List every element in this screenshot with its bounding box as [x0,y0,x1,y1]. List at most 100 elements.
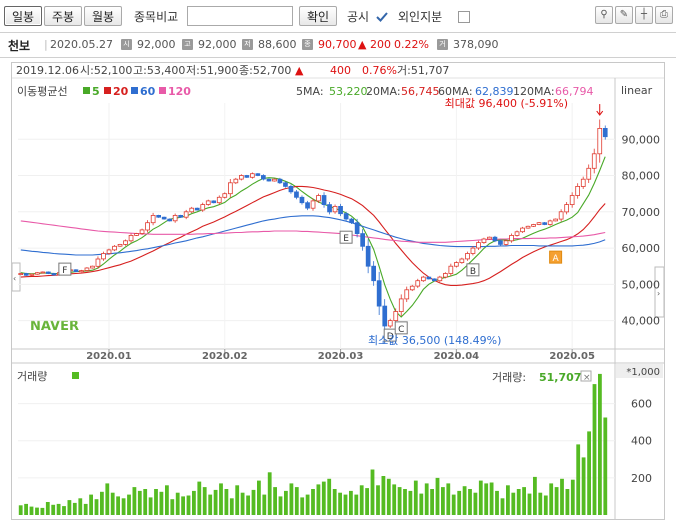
volume-bar [40,507,45,515]
candle [205,200,211,205]
candle [73,269,79,273]
volume-bar [100,491,104,515]
y-tick-label: 90,000 [622,133,661,146]
event-marker[interactable] [58,262,72,276]
volume-bar [257,480,261,515]
volume-bar [386,478,391,515]
confirm-button[interactable]: 확인 [299,6,337,26]
volume-bar [127,494,131,515]
x-tick-label: 2020.05 [549,351,595,362]
volume-bar [181,496,185,515]
event-marker[interactable] [383,328,397,342]
candle [349,218,355,224]
candle [553,218,559,222]
monthly-button[interactable]: 월봉 [84,6,122,26]
candle [178,214,183,218]
weekly-button[interactable]: 주봉 [44,6,82,26]
volume-bar [598,373,602,515]
ma120-value-label: 120MA: [513,85,555,98]
open-price: 92,000 [137,38,176,51]
ma5-line [20,156,606,318]
event-marker-label: F [62,266,67,276]
volume-bar [381,476,386,515]
event-marker[interactable] [466,263,480,277]
ma5-value-label: 5MA: [296,85,324,98]
volume-bar [543,495,548,515]
scroll-left-button[interactable] [11,262,21,292]
candle [211,200,217,204]
candle [365,245,371,267]
volume-bar [83,503,88,515]
foreign-checkbox[interactable] [458,11,470,23]
volume-bar [451,494,456,515]
volume-bar [495,490,499,515]
volume-bar [305,494,310,515]
volume-bar [175,492,180,515]
ma120-value: 66,794 [555,85,594,98]
event-marker[interactable] [394,321,408,335]
candle [277,178,283,184]
crosshair-icon[interactable]: ┼ [635,6,653,24]
candle [117,243,123,247]
volume-bar [224,489,229,515]
chart-area[interactable]: 2019.12.06 시:52,100 고:53,400 저:51,900 종:… [11,62,665,520]
volume-bar [343,494,348,515]
y-tick-label: 70,000 [622,206,661,219]
disclosure-checkbox[interactable] [376,11,388,23]
volume-close-button[interactable] [580,370,592,382]
event-marker[interactable] [339,230,353,244]
volume-bar [338,492,342,515]
candle [404,289,410,300]
volume-bar [506,485,510,515]
max-label: 최대값 96,400 (-5.91%) [445,97,568,110]
volume-tick-label: 400 [631,435,652,448]
high-icon: 고 [182,39,193,50]
event-marker[interactable] [549,250,563,264]
volume-bar [18,505,23,515]
volume-bar [148,497,153,515]
close-icon: × [583,373,591,383]
candle [299,196,305,204]
volume-bar [94,499,99,515]
low-price: 88,600 [258,38,297,51]
price-change: ▲ 200 [358,38,391,51]
scale-label[interactable]: linear [621,84,653,97]
volume-bar [110,492,115,515]
daily-button[interactable]: 일봉 [4,6,42,26]
volume-bar [132,487,137,515]
candle [453,262,459,267]
ma20-value: 56,745 [401,85,440,98]
volume-bar [67,500,72,515]
price-chart-svg: 2019.12.06 시:52,100 고:53,400 저:51,900 종:… [11,64,665,519]
candle [200,204,206,211]
volume-bar [468,489,472,515]
pin-icon[interactable]: ⚲ [595,6,613,24]
event-marker-label: D [387,332,394,342]
candle [84,267,90,271]
ohlc-high: 고:53,400 [133,64,185,77]
volume-unit-badge [616,364,663,378]
volume-bar [72,502,77,515]
draw-icon[interactable]: ✎ [615,6,633,24]
candle [249,173,255,178]
volume-bar [116,496,120,515]
volume-bar [424,483,429,515]
volume-bar [311,489,315,515]
volume-bar [186,495,191,515]
candle [266,178,272,182]
volume-bar [457,490,462,515]
volume-bar [354,494,359,515]
compare-input[interactable] [187,6,293,26]
ohlc-open: 시:52,100 [80,64,132,77]
volume-unit: *1,000 [626,367,660,378]
volume-bar [62,506,66,515]
min-label: 최소값 36,500 (148.49%) [368,334,501,347]
volume-bar [170,499,175,515]
candle [387,320,393,327]
candle [569,195,575,206]
print-icon[interactable]: ⎙ [655,6,673,24]
volume-bar [35,507,39,515]
candle [101,253,106,260]
y-tick-label: 40,000 [622,315,661,328]
legend-ma60: 60 [140,85,156,98]
